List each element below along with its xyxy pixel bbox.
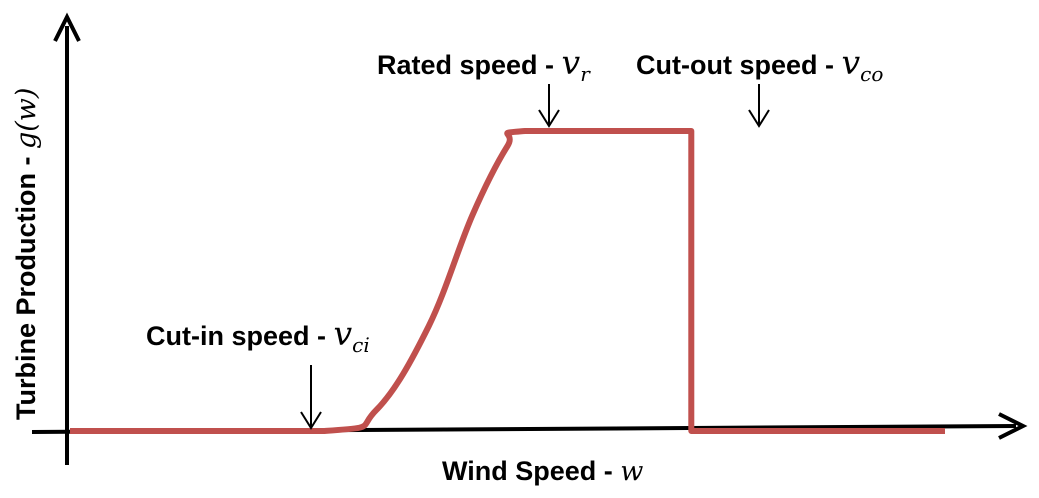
rated-arrowhead <box>538 109 560 128</box>
rated-label: Rated speed - <box>377 50 562 80</box>
annotation-arrows <box>300 84 770 430</box>
cut-out-label: Cut-out speed - <box>636 50 841 80</box>
cut-in-annotation: Cut-in speed - vci <box>146 314 370 357</box>
cut-out-arrowhead <box>748 109 770 128</box>
cut-in-label: Cut-in speed - <box>146 321 334 351</box>
cut-in-arrowhead <box>300 411 322 430</box>
series-layer <box>70 128 945 434</box>
rated-subscript: r <box>580 62 591 86</box>
rated-annotation: Rated speed - vr <box>377 43 591 86</box>
cut-in-symbol: v <box>334 314 353 353</box>
power-curve-line-0 <box>70 128 945 434</box>
x-axis-arrowhead <box>998 412 1028 440</box>
rated-symbol: v <box>562 43 581 82</box>
cut-in-subscript: ci <box>352 333 370 357</box>
x-axis-label-symbol: w <box>620 456 643 487</box>
y-axis-label-symbol: g(w) <box>11 88 42 149</box>
cut-out-subscript: co <box>860 62 883 86</box>
x-axis-label: Wind Speed - w <box>442 456 643 487</box>
cut-out-annotation: Cut-out speed - vco <box>636 43 883 86</box>
y-axis-arrowhead <box>53 12 81 42</box>
y-axis-label: Turbine Production - g(w) <box>11 88 42 420</box>
y-axis-label-text: Turbine Production - <box>11 149 41 420</box>
x-axis-label-text: Wind Speed - <box>442 456 620 486</box>
cut-out-symbol: v <box>841 43 860 82</box>
